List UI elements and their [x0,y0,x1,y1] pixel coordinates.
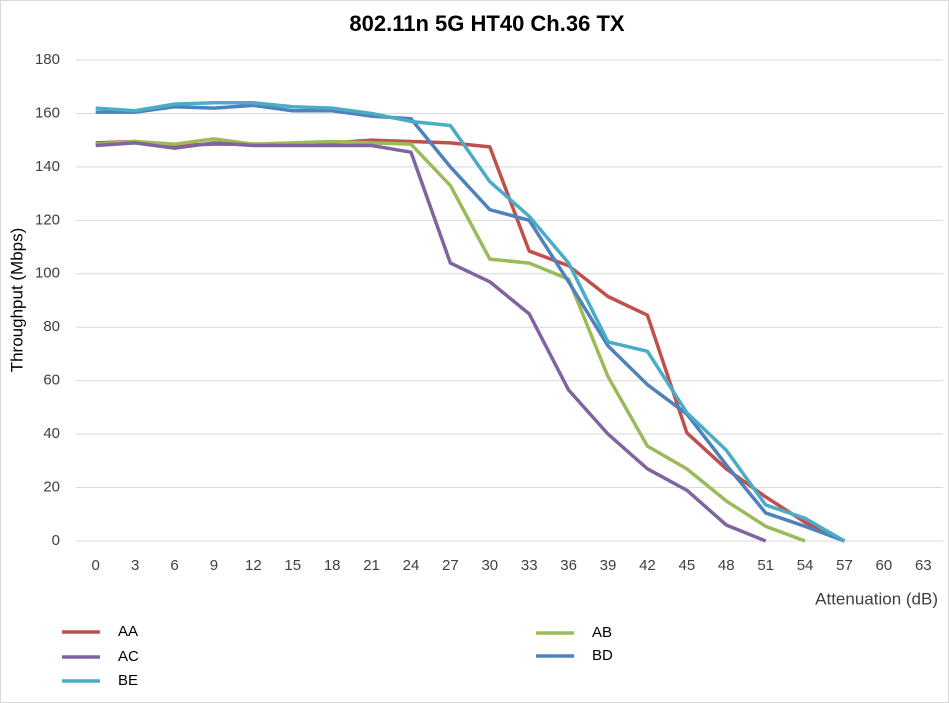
x-tick-label: 0 [92,557,100,574]
x-tick-label: 30 [481,557,498,574]
y-tick-label: 180 [35,51,60,68]
x-tick-label: 18 [324,557,341,574]
x-tick-label: 3 [131,557,139,574]
y-tick-label: 120 [35,211,60,228]
y-tick-label: 160 [35,104,60,121]
y-tick-label: 40 [43,425,60,442]
legend-label: AA [118,623,138,640]
x-tick-label: 24 [403,557,420,574]
y-tick-label: 60 [43,372,60,389]
chart-title: 802.11n 5G HT40 Ch.36 TX [349,11,624,36]
y-tick-label: 100 [35,265,60,282]
series-line [95,103,846,543]
y-tick-label: 80 [43,318,60,335]
x-tick-label: 60 [876,557,893,574]
legend-label: AB [592,624,612,641]
legend-label: BE [118,672,138,689]
x-tick-label: 48 [718,557,735,574]
x-tick-label: 27 [442,557,459,574]
legend-label: BD [592,647,613,664]
x-tick-label: 39 [600,557,617,574]
x-tick-label: 63 [915,557,932,574]
x-tick-label: 45 [678,557,695,574]
x-tick-label: 6 [170,557,178,574]
x-tick-label: 42 [639,557,656,574]
x-tick-label: 36 [560,557,577,574]
x-axis-label: Attenuation (dB) [815,589,938,608]
y-tick-label: 20 [43,479,60,496]
legend-label: AC [118,648,139,665]
x-tick-label: 21 [363,557,380,574]
x-tick-label: 57 [836,557,853,574]
series-line [95,101,846,543]
x-tick-label: 33 [521,557,538,574]
x-tick-label: 54 [797,557,814,574]
y-tick-label: 0 [52,532,60,549]
y-axis-label: Throughput (Mbps) [7,228,26,373]
x-tick-label: 51 [757,557,774,574]
x-tick-label: 12 [245,557,262,574]
x-tick-label: 15 [284,557,301,574]
y-tick-label: 140 [35,158,60,175]
series-line [95,141,767,543]
x-tick-label: 9 [210,557,218,574]
series-line [95,137,806,543]
